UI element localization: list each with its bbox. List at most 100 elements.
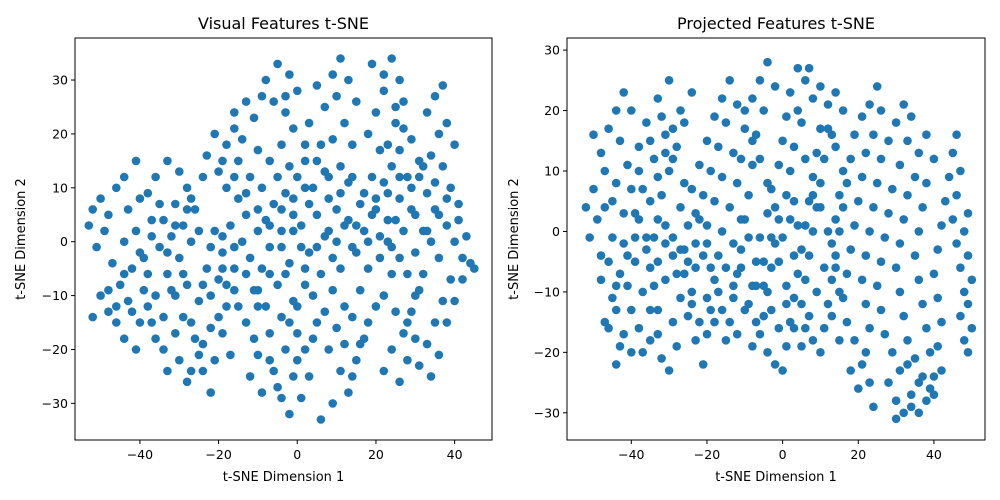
x-axis-label: t-SNE Dimension 1: [715, 470, 837, 485]
scatter-point: [763, 348, 772, 357]
scatter-point: [876, 257, 886, 267]
scatter-point: [914, 275, 924, 285]
scatter-point: [593, 215, 602, 224]
scatter-point: [857, 360, 867, 369]
scatter-point: [835, 336, 844, 345]
scatter-point: [789, 251, 799, 260]
scatter-point: [210, 226, 219, 236]
scatter-point: [407, 135, 416, 144]
scatter-point: [293, 329, 302, 338]
scatter-point: [695, 160, 704, 170]
scatter-point: [108, 258, 117, 268]
scatter-point: [422, 226, 432, 236]
scatter-point: [600, 203, 610, 212]
scatter-point: [657, 112, 666, 121]
scatter-point: [831, 142, 840, 152]
scatter-point: [608, 196, 617, 206]
scatter-point: [127, 264, 137, 273]
scatter-point: [273, 172, 282, 182]
scatter-point: [300, 156, 310, 166]
scatter-point: [371, 302, 381, 311]
scatter-point: [253, 205, 263, 214]
scatter-point: [702, 221, 712, 230]
scatter-point: [281, 345, 290, 354]
scatter-point: [774, 323, 784, 333]
scatter-point: [831, 215, 840, 224]
scatter-point: [434, 129, 444, 139]
scatter-point: [589, 130, 598, 139]
scatter-point: [910, 354, 920, 363]
scatter-point: [933, 293, 942, 303]
scatter-point: [967, 323, 977, 333]
scatter-point: [84, 221, 94, 230]
scatter-point: [638, 184, 647, 194]
scatter-point: [230, 124, 239, 133]
scatter-point: [115, 280, 125, 290]
scatter-point: [725, 203, 734, 212]
scatter-point: [336, 264, 345, 273]
scatter-point: [774, 257, 784, 267]
scatter-point: [348, 312, 357, 322]
scatter-point: [895, 287, 905, 297]
y-axis-ticks: −30 −20 −10 0 10 20 30: [42, 73, 75, 411]
scatter-point: [755, 233, 765, 242]
scatter-point: [751, 281, 761, 291]
scatter-point: [891, 263, 901, 273]
scatter-point: [929, 154, 939, 164]
scatter-point: [273, 280, 282, 290]
scatter-point: [167, 285, 176, 295]
scatter-point: [241, 210, 251, 220]
scatter-point: [332, 205, 341, 214]
scatter-point: [725, 317, 734, 327]
y-tick-label: 10: [52, 180, 68, 195]
scatter-point: [178, 221, 188, 230]
scatter-point: [414, 172, 424, 182]
scatter-point: [782, 299, 791, 309]
scatter-point: [706, 263, 715, 273]
scatter-point: [348, 372, 357, 381]
scatter-point: [770, 82, 780, 91]
scatter-point: [171, 199, 180, 209]
scatter-point: [175, 355, 184, 365]
y-tick-label: −10: [534, 284, 560, 299]
scatter-point: [922, 323, 931, 333]
scatter-point: [922, 178, 931, 188]
scatter-point: [808, 227, 818, 236]
scatter-point: [596, 275, 606, 285]
scatter-point: [355, 339, 365, 349]
scatter-point: [186, 194, 196, 203]
scatter-point: [653, 215, 663, 224]
scatter-point: [899, 408, 908, 418]
scatter-point: [178, 312, 188, 322]
scatter-point: [759, 281, 768, 291]
scatter-point: [952, 239, 961, 248]
scatter-point: [838, 166, 848, 176]
scatter-point: [801, 275, 810, 285]
scatter-point: [245, 253, 255, 263]
scatter-point: [206, 388, 215, 397]
scatter-point: [344, 215, 353, 225]
scatter-point: [767, 305, 776, 315]
scatter-point: [352, 248, 361, 257]
scatter-point: [399, 226, 408, 236]
scatter-point: [748, 160, 757, 170]
scatter-point: [304, 372, 314, 381]
scatter-point: [458, 253, 467, 263]
scatter-point: [899, 100, 908, 109]
scatter-point: [789, 293, 799, 303]
scatter-point: [831, 88, 840, 97]
scatter-point: [403, 318, 412, 327]
scatter-point: [332, 91, 341, 101]
scatter-point: [151, 334, 160, 344]
scatter-point: [831, 251, 840, 260]
scatter-point: [819, 263, 829, 273]
scatter-point: [265, 329, 275, 338]
scatter-point: [611, 305, 621, 315]
scatter-point: [797, 342, 806, 351]
scatter-point: [395, 377, 404, 387]
scatter-point: [619, 209, 628, 218]
scatter-point: [123, 296, 133, 306]
scatter-point: [797, 299, 806, 309]
scatter-point: [589, 184, 598, 194]
x-tick-label: 0: [293, 447, 301, 462]
